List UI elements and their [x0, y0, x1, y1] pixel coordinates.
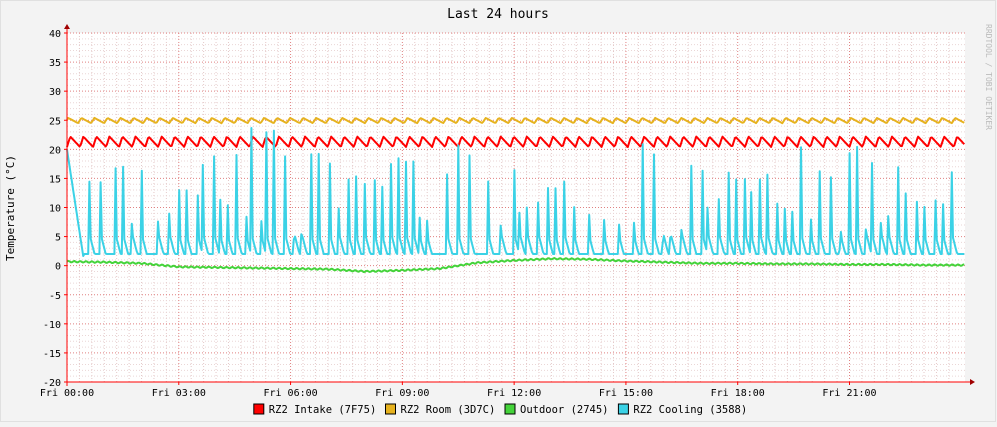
legend-label: RZ2 Cooling (3588) — [633, 404, 747, 416]
x-tick-label: Fri 12:00 — [487, 388, 541, 399]
legend-swatch — [253, 403, 265, 415]
y-tick-label: -15 — [43, 349, 61, 360]
x-tick-label: Fri 06:00 — [263, 388, 317, 399]
series-line-room — [66, 116, 965, 125]
legend-label: Outdoor (2745) — [520, 404, 609, 416]
y-tick-label: 40 — [49, 29, 61, 40]
chart-title: Last 24 hours — [447, 7, 549, 22]
y-tick-label: 5 — [55, 233, 61, 244]
series-line-intake — [66, 135, 966, 148]
legend-swatch — [385, 403, 396, 415]
series-line-outdoor — [66, 257, 965, 273]
watermark: RRDTOOL / TOBI OETIKER — [984, 24, 993, 130]
x-tick-label: Fri 21:00 — [822, 388, 876, 399]
y-tick-label: 15 — [49, 174, 61, 185]
y-tick-label: -20 — [43, 378, 61, 389]
y-tick-label: 10 — [49, 204, 61, 215]
y-tick-label: -5 — [49, 291, 61, 302]
y-axis-label: Temperature (°C) — [4, 155, 17, 261]
x-tick-label: Fri 18:00 — [711, 388, 765, 399]
legend-label: RZ2 Room (3D7C) — [401, 404, 496, 416]
legend-swatch — [617, 403, 629, 415]
y-tick-label: 35 — [49, 58, 61, 69]
y-tick-label: 30 — [49, 87, 61, 98]
series-layer — [66, 116, 966, 273]
legend-label: RZ2 Intake (7F75) — [269, 404, 376, 416]
x-axis-arrow — [970, 379, 975, 385]
legend: RZ2 Intake (7F75) RZ2 Room (3D7C) Outdoor … — [253, 403, 747, 416]
x-tick-label: Fri 00:00 — [40, 388, 94, 399]
series-line-cooling — [66, 127, 965, 257]
y-axis-arrow — [64, 24, 70, 29]
y-tick-label: 0 — [55, 262, 61, 273]
y-tick-label: 25 — [49, 116, 61, 127]
y-tick-label: -10 — [43, 320, 61, 331]
axes — [64, 24, 975, 386]
x-tick-label: Fri 15:00 — [599, 388, 653, 399]
y-tick-label: 20 — [49, 145, 61, 156]
legend-swatch — [504, 403, 516, 415]
x-tick-label: Fri 09:00 — [375, 388, 429, 399]
x-tick-label: Fri 03:00 — [152, 388, 206, 399]
